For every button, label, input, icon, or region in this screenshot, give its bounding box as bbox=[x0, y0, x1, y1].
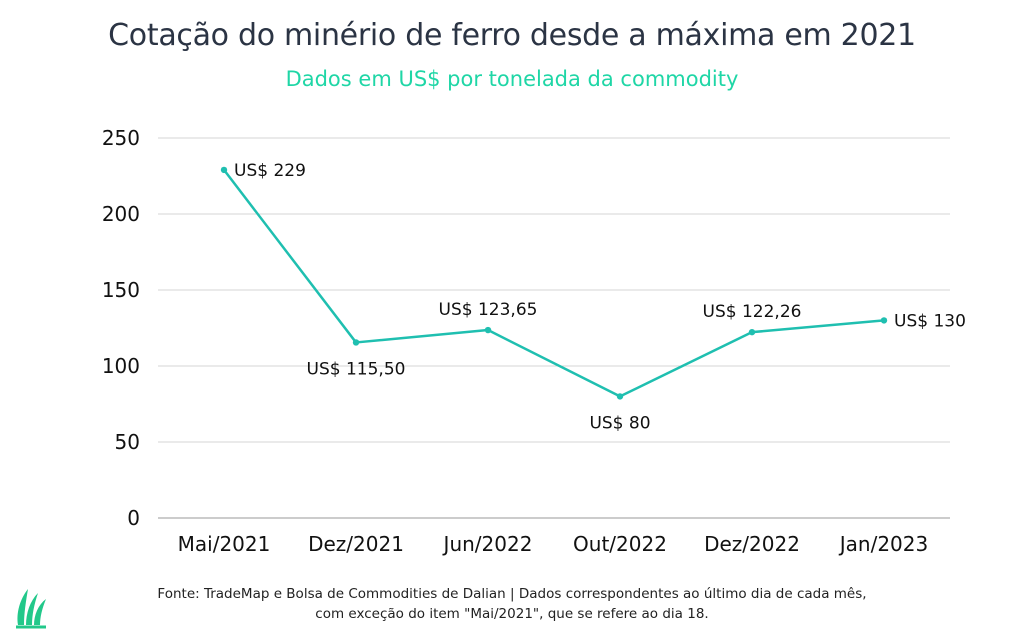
x-tick-label: Jan/2023 bbox=[838, 532, 928, 556]
y-tick-label: 100 bbox=[102, 354, 140, 378]
x-tick-label: Dez/2021 bbox=[308, 532, 404, 556]
x-tick-label: Dez/2022 bbox=[704, 532, 800, 556]
data-point bbox=[748, 328, 756, 336]
data-point bbox=[484, 326, 492, 334]
data-label: US$ 130 bbox=[894, 311, 966, 331]
green-leaf-logo-icon bbox=[12, 585, 52, 635]
chart-title: Cotação do minério de ferro desde a máxi… bbox=[108, 18, 916, 53]
x-tick-label: Jun/2022 bbox=[442, 532, 533, 556]
data-label: US$ 115,50 bbox=[307, 359, 406, 379]
y-tick-label: 50 bbox=[115, 430, 140, 454]
chart-subtitle: Dados em US$ por tonelada da commodity bbox=[285, 67, 739, 91]
data-point bbox=[880, 317, 888, 324]
data-point bbox=[616, 393, 624, 400]
y-tick-label: 0 bbox=[127, 506, 140, 530]
data-label: US$ 80 bbox=[589, 413, 650, 433]
source-note: Fonte: TradeMap e Bolsa de Commodities d… bbox=[0, 584, 1024, 624]
line-chart: 0 50 100 150 200 250 Mai/2021 Dez/2021 Jun/2022… bbox=[102, 126, 966, 556]
y-tick-label: 200 bbox=[102, 202, 140, 226]
y-tick-label: 250 bbox=[102, 126, 140, 150]
data-label: US$ 123,65 bbox=[439, 300, 538, 320]
data-label: US$ 122,26 bbox=[703, 302, 802, 322]
series-line bbox=[223, 169, 885, 398]
data-point bbox=[220, 166, 228, 174]
x-tick-label: Mai/2021 bbox=[178, 532, 271, 556]
x-tick-label: Out/2022 bbox=[573, 532, 667, 556]
source-line-1: Fonte: TradeMap e Bolsa de Commodities d… bbox=[157, 586, 867, 602]
y-tick-label: 150 bbox=[102, 278, 140, 302]
data-point bbox=[352, 339, 360, 346]
source-line-2: com exceção do item "Mai/2021", que se r… bbox=[315, 606, 709, 622]
data-label: US$ 229 bbox=[234, 161, 306, 181]
